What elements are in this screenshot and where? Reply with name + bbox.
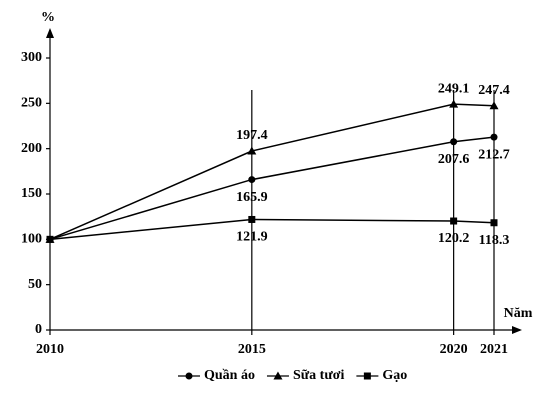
data-label: 197.4 [236,128,268,143]
legend-marker [363,372,371,380]
data-label: 120.2 [438,231,470,246]
legend-marker [273,371,283,380]
data-label: 121.9 [236,230,268,245]
point [449,99,459,108]
point [450,217,458,225]
x-axis-label: Năm [504,306,533,321]
point [490,219,498,227]
series-line [49,136,495,241]
y-tick-label: 150 [21,186,42,201]
y-tick-label: 0 [35,322,42,337]
y-axis-arrow [46,28,54,38]
point [490,133,498,141]
x-tick-label: 2015 [238,342,266,357]
y-tick-label: 200 [21,141,42,156]
x-tick-label: 2021 [480,342,508,357]
x-tick-label: 2020 [440,342,468,357]
point [489,101,499,110]
y-tick-label: 250 [21,96,42,111]
legend-label: Sữa tươi [293,368,345,383]
y-tick-label: 100 [21,232,42,247]
point [248,176,256,184]
data-label: 249.1 [438,81,470,96]
series-line [49,218,495,241]
data-label: 247.4 [478,83,510,98]
point [248,215,256,223]
y-axis-label: % [41,10,55,25]
x-tick-label: 2010 [36,342,64,357]
series-line [49,103,495,241]
data-label: 165.9 [236,190,268,205]
legend-marker [185,372,193,380]
y-tick-label: 300 [21,50,42,65]
data-label: 118.3 [479,233,510,248]
x-axis-arrow [512,326,522,334]
legend-label: Gạo [382,368,407,383]
data-label: 212.7 [478,147,510,162]
data-label: 207.6 [438,152,470,167]
legend-label: Quần áo [204,368,255,383]
y-tick-label: 50 [28,277,42,292]
point [247,146,257,155]
point [450,138,458,146]
point [46,235,54,243]
